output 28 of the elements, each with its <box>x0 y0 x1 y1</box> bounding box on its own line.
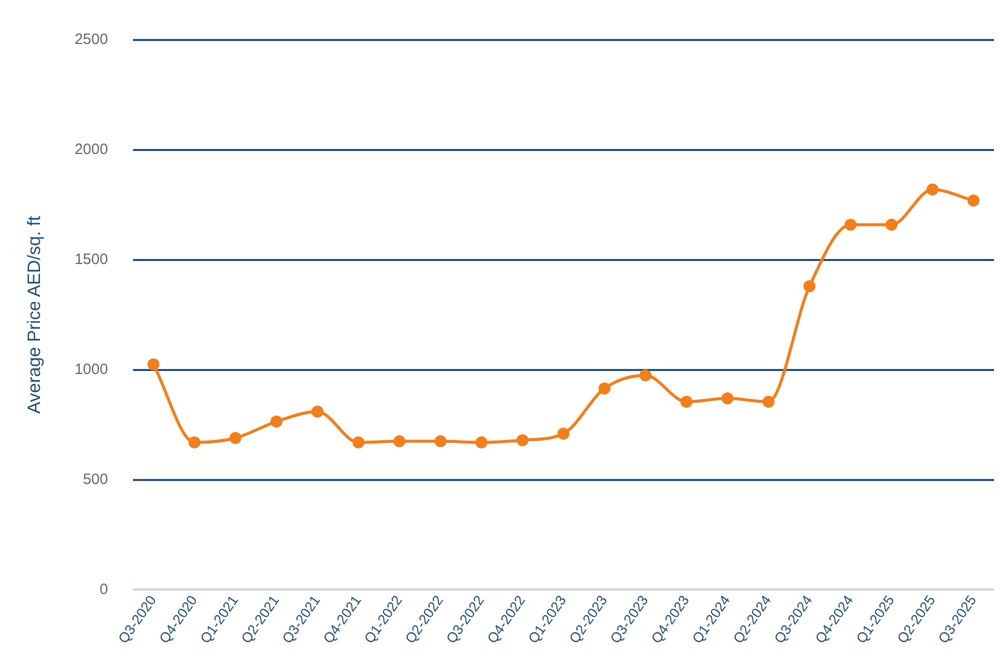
y-tick-label: 2500 <box>74 31 108 48</box>
point <box>721 392 734 404</box>
point <box>680 396 692 408</box>
y-tick-label: 1000 <box>74 360 108 378</box>
y-tick-label: 500 <box>82 470 108 488</box>
point <box>311 406 324 418</box>
y-tick-label: 2000 <box>74 141 108 158</box>
point <box>147 358 160 370</box>
y-axis-title: Average Price AED/sq. ft <box>24 216 44 414</box>
point <box>229 432 242 444</box>
point <box>516 434 528 446</box>
point <box>352 436 364 448</box>
point <box>926 184 938 196</box>
point <box>762 396 774 408</box>
point <box>803 280 816 292</box>
y-tick-label: 1500 <box>74 251 108 268</box>
point <box>475 436 488 448</box>
point <box>557 428 570 440</box>
point <box>270 416 282 428</box>
point <box>434 435 446 448</box>
y-tick-label: 0 <box>100 580 108 598</box>
point <box>598 382 610 395</box>
point <box>968 194 980 207</box>
point <box>844 218 856 231</box>
point <box>885 218 898 231</box>
point <box>393 435 406 448</box>
point <box>639 369 652 382</box>
point <box>188 436 200 448</box>
